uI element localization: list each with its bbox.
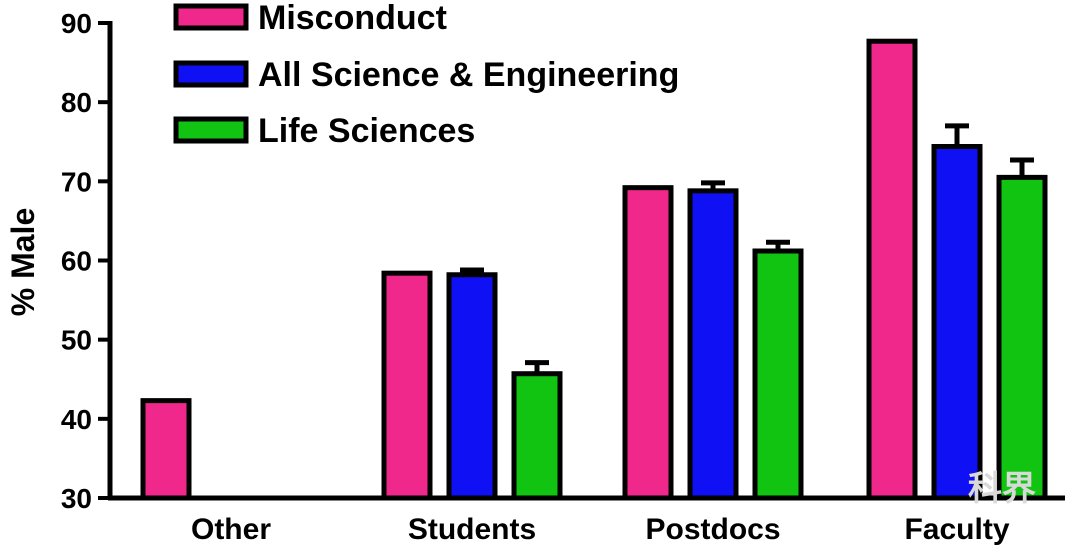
bars-group <box>140 38 1048 501</box>
bar-misconduct-faculty <box>866 38 918 501</box>
x-category-label: Faculty <box>904 513 1009 546</box>
legend-swatch <box>173 116 249 144</box>
x-category-label: Students <box>408 513 536 546</box>
y-tick-label: 30 <box>61 483 92 514</box>
bar-all-science-engineering-postdocs <box>687 188 739 501</box>
bar-misconduct-students <box>381 270 433 501</box>
y-tick-label: 60 <box>61 246 92 277</box>
legend: Misconduct All Science & Engineering Life … <box>173 0 679 150</box>
x-category-label: Postdocs <box>645 513 780 546</box>
y-tick-label: 50 <box>61 325 92 356</box>
bar-all-science-engineering-students <box>446 272 498 501</box>
legend-swatch <box>173 3 249 31</box>
bar-all-science-engineering-faculty <box>931 144 983 501</box>
bar-misconduct-other <box>140 398 192 501</box>
legend-label: Misconduct <box>258 0 447 37</box>
y-tick-label: 40 <box>61 404 92 435</box>
bar-life-sciences-postdocs <box>752 248 804 501</box>
x-category-label: Other <box>191 513 271 546</box>
y-axis-title: % Male <box>5 208 41 316</box>
legend-label: All Science & Engineering <box>258 56 679 94</box>
bar-life-sciences-faculty <box>996 174 1048 501</box>
legend-swatch <box>173 60 249 88</box>
watermark: 科界 <box>968 469 1036 509</box>
bar-misconduct-postdocs <box>622 185 674 501</box>
y-tick-label: 90 <box>61 8 92 39</box>
legend-label: Life Sciences <box>258 112 475 150</box>
y-tick-label: 70 <box>61 166 92 197</box>
y-tick-label: 80 <box>61 87 92 118</box>
bar-life-sciences-students <box>511 371 563 501</box>
axes: 30 40 50 60 70 80 90 Other Students Postdocs Facul… <box>61 8 1065 546</box>
